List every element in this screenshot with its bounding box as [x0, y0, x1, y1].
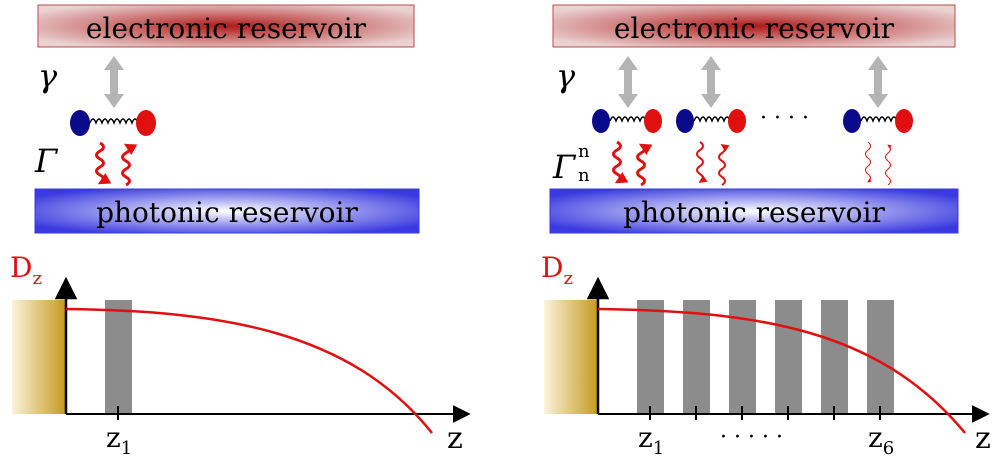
tick-z6-label: z6 — [868, 421, 894, 459]
electronic-reservoir-box — [37, 4, 415, 48]
x-axis-label: z — [447, 421, 463, 456]
dz-curve — [597, 307, 966, 434]
gamma-label: γ — [556, 57, 576, 95]
dz-label: Dz — [10, 251, 42, 289]
slab-z1 — [105, 300, 132, 414]
dz-label: Dz — [541, 251, 573, 289]
dipole-icon — [70, 110, 156, 136]
substrate-gradient — [12, 300, 66, 414]
photonic-reservoir-box — [34, 188, 420, 234]
photonic-reservoir-box — [549, 188, 959, 234]
tick-z1-label: z1 — [638, 421, 664, 459]
gamma-label: γ — [38, 57, 58, 95]
exchange-arrow-icon — [104, 56, 124, 108]
slab-2 — [683, 300, 710, 414]
tick-z1-label: z1 — [106, 421, 132, 459]
electronic-reservoir-label: electronic reservoir — [614, 12, 895, 45]
electronic-reservoir-box — [552, 4, 956, 48]
photon-emission-icon — [95, 141, 138, 187]
photonic-reservoir-label: photonic reservoir — [96, 196, 358, 229]
exchange-arrow-icon — [618, 56, 888, 108]
Gamma-label: Γ — [552, 148, 577, 186]
photon-emission-icon — [612, 140, 892, 187]
dz-curve — [65, 307, 433, 434]
Gamma-sup: n — [578, 141, 590, 162]
axis-dots: · · · · · — [720, 425, 783, 450]
right-panel: electronic reservoir γ · · · · Γ n n — [541, 4, 991, 459]
electronic-reservoir-label: electronic reservoir — [86, 12, 367, 45]
photonic-reservoir-label: photonic reservoir — [623, 196, 885, 229]
x-axis-label: z — [975, 421, 991, 456]
slab-4 — [775, 300, 802, 414]
slab-5 — [821, 300, 848, 414]
dipole-array-icon — [592, 109, 913, 133]
slab-1 — [637, 300, 664, 414]
x-ticks — [649, 406, 881, 420]
Gamma-sub: n — [578, 165, 590, 186]
ellipsis-dots: · · · · — [760, 106, 809, 131]
Gamma-label: Γ — [34, 142, 59, 180]
left-panel: electronic reservoir γ Γ photonic reserv… — [10, 4, 471, 459]
substrate-gradient — [544, 300, 598, 414]
